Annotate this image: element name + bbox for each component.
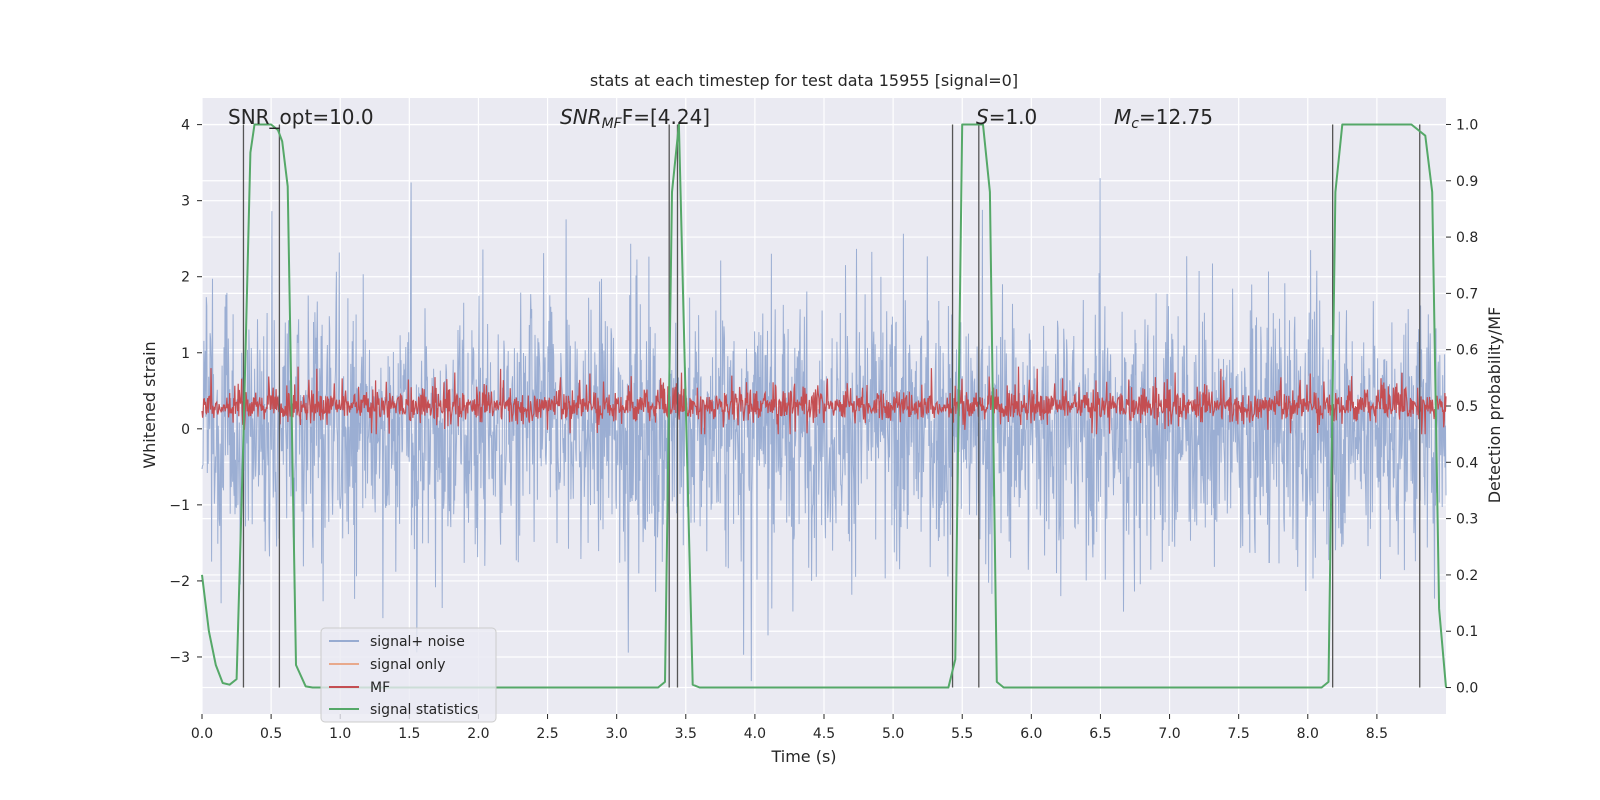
mf-series <box>201 366 1447 435</box>
x-tick-label: 2.5 <box>536 726 558 742</box>
annotation-snr-mf-symbol: SNR <box>560 105 602 129</box>
y-right-tick-label: 0.9 <box>1456 174 1478 190</box>
annotation-mc-subscript: c <box>1131 116 1139 132</box>
annotation-snr-mf: SNRMFF=[4.24] <box>560 105 710 132</box>
x-tick-label: 1.0 <box>329 726 351 742</box>
x-tick-label: 2.0 <box>467 726 489 742</box>
y-right-axis-ticks: 1.0 0.9 0.8 0.7 0.6 0.5 0.4 0.3 0.2 0.1 0.0 <box>1446 117 1478 697</box>
annotation-mc-symbol: M <box>1114 105 1131 129</box>
y-left-tick-label: 3 <box>181 194 190 210</box>
y-left-axis-ticks: 4 3 2 1 0 −1 −2 −3 <box>169 118 202 666</box>
annotation-snr-mf-value: F=[4.24] <box>622 105 710 129</box>
y-right-tick-label: 0.2 <box>1456 568 1478 584</box>
legend-label-signal-noise: signal+ noise <box>370 634 465 650</box>
annotation-s: S=1.0 <box>976 105 1037 129</box>
y-left-tick-label: 0 <box>181 422 190 438</box>
series-line-signal-statistics <box>201 123 1447 689</box>
x-tick-label: 3.5 <box>675 726 697 742</box>
y-left-tick-label: 4 <box>181 118 190 134</box>
y-right-tick-label: 0.1 <box>1456 624 1478 640</box>
annotation-s-value: =1.0 <box>989 105 1038 129</box>
legend: signal+ noise signal only MF signal stat… <box>320 627 497 723</box>
y-right-tick-label: 0.8 <box>1456 230 1478 246</box>
x-axis-ticks: 0.0 0.5 1.0 1.5 2.0 2.5 3.0 3.5 4.0 4.5 5.0 5.5 6.0 6… <box>191 714 1388 742</box>
x-tick-label: 7.5 <box>1228 726 1250 742</box>
x-tick-label: 5.5 <box>951 726 973 742</box>
signal-noise-series <box>201 178 1447 682</box>
series-line-mf <box>201 366 1447 435</box>
x-tick-label: 1.5 <box>398 726 420 742</box>
series-line-signal-noise <box>201 178 1447 682</box>
y-right-tick-label: 1.0 <box>1456 117 1478 133</box>
legend-label-signal-only: signal only <box>370 657 445 673</box>
y-left-axis-label: Whitened strain <box>140 341 159 468</box>
x-tick-label: 4.5 <box>813 726 835 742</box>
y-right-tick-label: 0.3 <box>1456 512 1478 528</box>
x-tick-label: 8.5 <box>1366 726 1388 742</box>
x-tick-label: 8.0 <box>1297 726 1319 742</box>
y-right-tick-label: 0.4 <box>1456 455 1478 471</box>
y-right-tick-label: 0.6 <box>1456 343 1478 359</box>
y-right-tick-label: 0.7 <box>1456 286 1478 302</box>
y-right-axis-label: Detection probability/MF <box>1485 307 1504 504</box>
annotation-snr-opt: SNR_opt=10.0 <box>228 105 374 129</box>
x-axis-label: Time (s) <box>770 747 836 766</box>
y-left-tick-label: −3 <box>169 650 190 666</box>
x-tick-label: 3.0 <box>606 726 628 742</box>
x-tick-label: 6.5 <box>1089 726 1111 742</box>
annotation-mc: Mc=12.75 <box>1114 105 1213 132</box>
chart-title: stats at each timestep for test data 159… <box>590 71 1018 90</box>
y-left-tick-label: −1 <box>169 498 190 514</box>
annotation-snr-mf-subscript: MF <box>602 116 623 132</box>
y-left-tick-label: 1 <box>181 346 190 362</box>
signal-statistics-series <box>201 123 1447 689</box>
x-tick-label: 0.5 <box>260 726 282 742</box>
y-left-tick-label: 2 <box>181 270 190 286</box>
x-tick-label: 7.0 <box>1158 726 1180 742</box>
y-left-tick-label: −2 <box>169 574 190 590</box>
annotation-s-symbol: S <box>976 105 989 129</box>
annotation-mc-value: =12.75 <box>1139 105 1213 129</box>
x-tick-label: 6.0 <box>1020 726 1042 742</box>
x-tick-label: 5.0 <box>882 726 904 742</box>
x-tick-label: 4.0 <box>744 726 766 742</box>
legend-box <box>320 627 497 723</box>
x-tick-label: 0.0 <box>191 726 213 742</box>
legend-label-signal-statistics: signal statistics <box>370 702 478 718</box>
legend-label-mf: MF <box>370 680 390 696</box>
y-right-tick-label: 0.5 <box>1456 399 1478 415</box>
y-right-tick-label: 0.0 <box>1456 681 1478 697</box>
